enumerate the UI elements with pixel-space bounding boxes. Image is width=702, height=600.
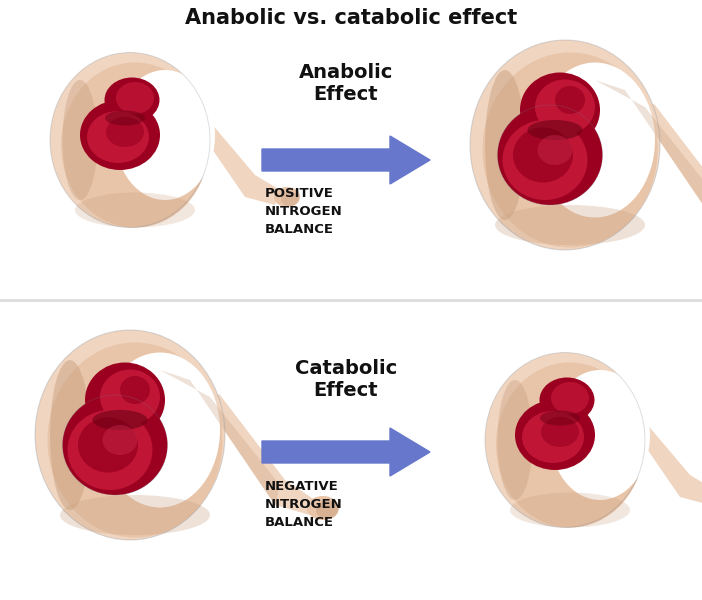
Ellipse shape bbox=[307, 496, 339, 520]
Ellipse shape bbox=[102, 425, 138, 455]
Ellipse shape bbox=[281, 192, 299, 206]
Ellipse shape bbox=[62, 395, 168, 495]
Ellipse shape bbox=[496, 362, 644, 527]
Ellipse shape bbox=[75, 193, 195, 227]
Ellipse shape bbox=[48, 343, 223, 538]
Ellipse shape bbox=[62, 80, 98, 200]
Polygon shape bbox=[585, 75, 702, 225]
Ellipse shape bbox=[120, 376, 150, 404]
Ellipse shape bbox=[116, 82, 154, 114]
Ellipse shape bbox=[93, 410, 147, 430]
Ellipse shape bbox=[470, 40, 660, 250]
Text: Catabolic
Effect: Catabolic Effect bbox=[295, 359, 397, 400]
Polygon shape bbox=[150, 365, 315, 515]
Ellipse shape bbox=[551, 382, 589, 414]
Ellipse shape bbox=[87, 111, 149, 163]
Ellipse shape bbox=[105, 77, 159, 122]
Polygon shape bbox=[580, 385, 702, 505]
Ellipse shape bbox=[550, 370, 650, 500]
Ellipse shape bbox=[67, 410, 152, 490]
Ellipse shape bbox=[485, 352, 645, 527]
Ellipse shape bbox=[535, 62, 655, 217]
Ellipse shape bbox=[105, 110, 145, 125]
Ellipse shape bbox=[80, 100, 160, 170]
Ellipse shape bbox=[498, 380, 533, 500]
Ellipse shape bbox=[527, 120, 583, 140]
Ellipse shape bbox=[60, 495, 210, 535]
Ellipse shape bbox=[85, 362, 165, 437]
Text: Anabolic
Effect: Anabolic Effect bbox=[299, 63, 393, 104]
Ellipse shape bbox=[515, 400, 595, 470]
Ellipse shape bbox=[316, 501, 338, 519]
Ellipse shape bbox=[106, 117, 144, 147]
Ellipse shape bbox=[50, 52, 210, 227]
Ellipse shape bbox=[100, 352, 220, 508]
Text: NEGATIVE
NITROGEN
BALANCE: NEGATIVE NITROGEN BALANCE bbox=[265, 480, 343, 529]
Ellipse shape bbox=[50, 360, 90, 510]
Ellipse shape bbox=[503, 120, 588, 200]
Polygon shape bbox=[145, 85, 280, 205]
Ellipse shape bbox=[513, 127, 573, 182]
Ellipse shape bbox=[485, 70, 525, 220]
FancyArrow shape bbox=[262, 136, 430, 184]
Ellipse shape bbox=[540, 377, 595, 422]
Ellipse shape bbox=[538, 135, 573, 165]
Ellipse shape bbox=[522, 411, 584, 463]
Ellipse shape bbox=[541, 417, 579, 447]
Ellipse shape bbox=[115, 70, 215, 200]
Ellipse shape bbox=[510, 493, 630, 527]
Text: POSITIVE
NITROGEN
BALANCE: POSITIVE NITROGEN BALANCE bbox=[265, 187, 343, 236]
Ellipse shape bbox=[520, 73, 600, 148]
Ellipse shape bbox=[540, 410, 580, 425]
Ellipse shape bbox=[35, 330, 225, 540]
Ellipse shape bbox=[61, 62, 209, 227]
Polygon shape bbox=[595, 80, 702, 215]
Polygon shape bbox=[160, 370, 280, 505]
FancyArrow shape bbox=[262, 428, 430, 476]
Ellipse shape bbox=[274, 187, 300, 207]
Ellipse shape bbox=[100, 370, 160, 425]
Ellipse shape bbox=[498, 105, 602, 205]
Ellipse shape bbox=[555, 86, 585, 114]
Ellipse shape bbox=[78, 418, 138, 473]
Ellipse shape bbox=[535, 79, 595, 134]
Ellipse shape bbox=[482, 52, 658, 247]
Text: Anabolic vs. catabolic effect: Anabolic vs. catabolic effect bbox=[185, 8, 517, 28]
Ellipse shape bbox=[495, 205, 645, 245]
